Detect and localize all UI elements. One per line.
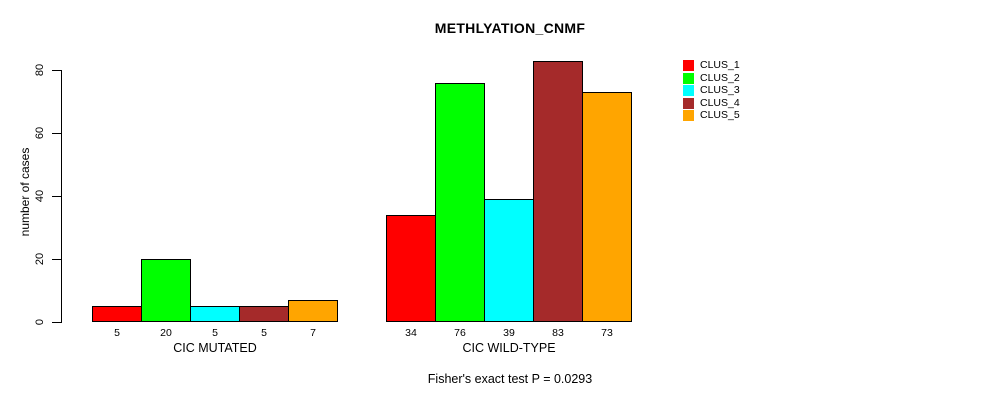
legend-item-clus_4: CLUS_4 (683, 96, 740, 109)
y-tick-40 (52, 196, 62, 197)
fisher-test-annotation: Fisher's exact test P = 0.0293 (427, 372, 593, 386)
legend-item-clus_5: CLUS_5 (683, 109, 740, 122)
bar-value-label: 76 (454, 327, 466, 339)
group-label-cic-mutated: CIC MUTATED (173, 341, 257, 355)
bar-value-label: 20 (160, 327, 172, 339)
bar-clus_5-group1 (288, 300, 338, 322)
bar-clus_3-group2 (484, 199, 534, 322)
legend-swatch-clus_2 (683, 72, 694, 84)
y-axis-label: number of cases (18, 147, 32, 237)
bar-clus_4-group1 (239, 306, 289, 322)
legend-swatch-clus_4 (683, 97, 694, 109)
bar-value-label: 5 (114, 327, 120, 339)
y-tick-label-60: 60 (34, 126, 46, 140)
legend-label-clus_2: CLUS_2 (700, 71, 740, 84)
legend-item-clus_3: CLUS_3 (683, 84, 740, 97)
bar-value-label: 34 (405, 327, 417, 339)
chart-title: METHLYATION_CNMF (434, 20, 586, 36)
y-tick-80 (52, 70, 62, 71)
legend-label-clus_1: CLUS_1 (700, 59, 740, 71)
y-tick-60 (52, 133, 62, 134)
bar-clus_2-group2 (435, 83, 485, 322)
legend-label-clus_3: CLUS_3 (700, 84, 740, 97)
y-tick-label-0: 0 (34, 318, 46, 326)
legend: CLUS_1 CLUS_2 CLUS_3 CLUS_4 CLUS_5 (683, 60, 740, 123)
bar-value-label: 7 (310, 327, 316, 339)
bar-clus_2-group1 (141, 259, 191, 322)
group-label-cic-wild-type: CIC WILD-TYPE (462, 341, 556, 355)
y-tick-label-80: 80 (34, 63, 46, 77)
legend-swatch-clus_3 (683, 85, 694, 97)
bar-clus_4-group2 (533, 61, 583, 322)
bar-clus_1-group1 (92, 306, 142, 322)
legend-label-clus_5: CLUS_5 (700, 109, 740, 122)
bar-clus_5-group2 (582, 92, 632, 322)
legend-swatch-clus_5 (683, 110, 694, 122)
legend-swatch-clus_1 (683, 60, 694, 71)
legend-label-clus_4: CLUS_4 (700, 96, 740, 109)
bar-value-label: 73 (601, 327, 613, 339)
y-tick-20 (52, 259, 62, 260)
y-tick-0 (52, 322, 62, 323)
bar-value-label: 5 (261, 327, 267, 339)
y-tick-label-40: 40 (34, 189, 46, 203)
bar-clus_1-group2 (386, 215, 436, 322)
bar-value-label: 83 (552, 327, 564, 339)
bar-clus_3-group1 (190, 306, 240, 322)
legend-item-clus_1: CLUS_1 (683, 60, 740, 71)
y-tick-label-20: 20 (34, 252, 46, 266)
bar-value-label: 5 (212, 327, 218, 339)
bar-value-label: 39 (503, 327, 515, 339)
legend-item-clus_2: CLUS_2 (683, 71, 740, 84)
